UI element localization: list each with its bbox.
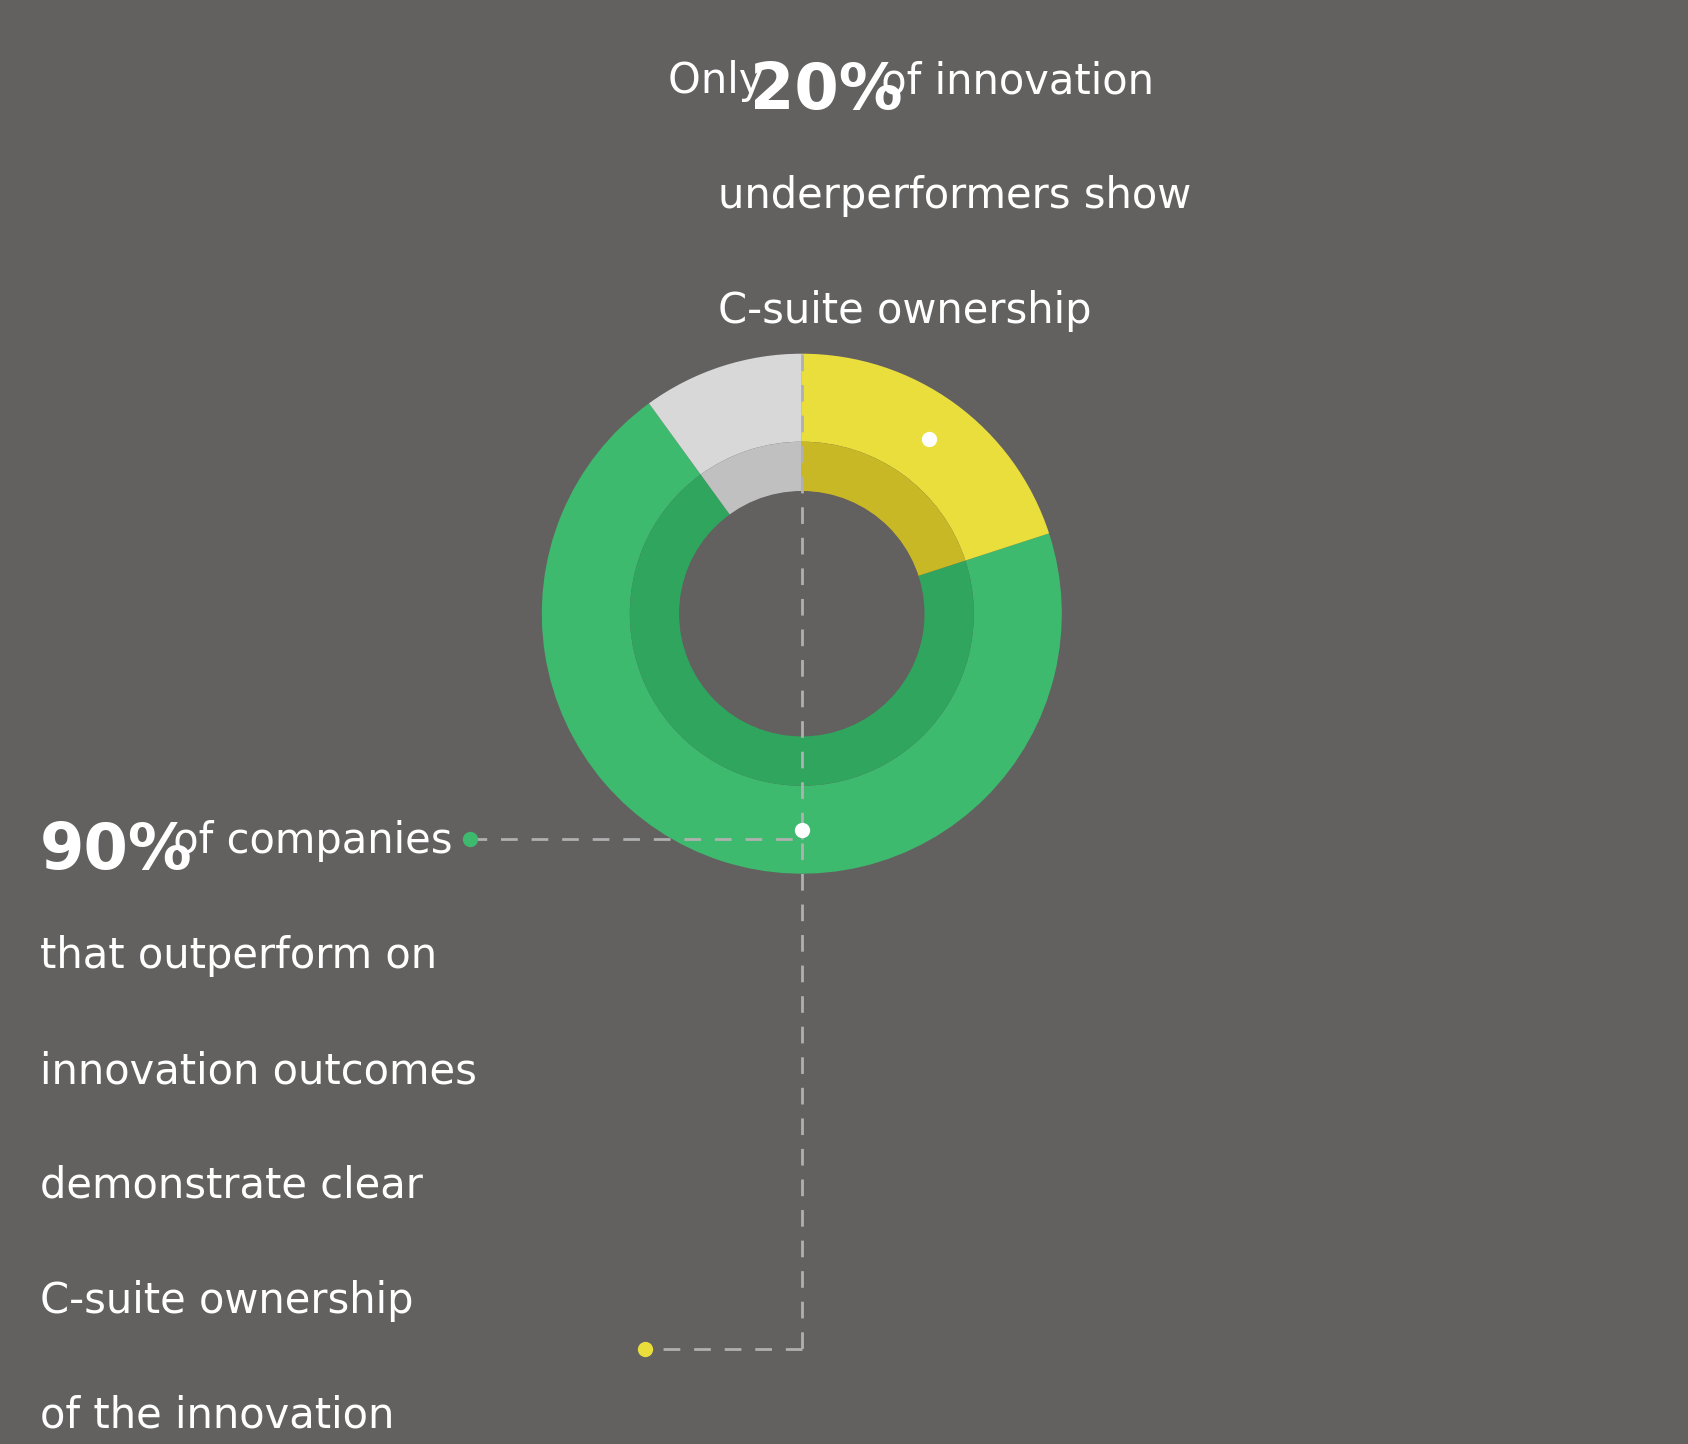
Text: Only: Only	[668, 61, 776, 103]
Text: C-suite ownership: C-suite ownership	[717, 290, 1092, 332]
Wedge shape	[802, 354, 1048, 560]
Text: of innovation: of innovation	[868, 61, 1155, 103]
Text: demonstrate clear: demonstrate clear	[41, 1165, 424, 1207]
Text: of the innovation: of the innovation	[41, 1395, 395, 1437]
Text: C-suite ownership: C-suite ownership	[41, 1279, 414, 1323]
Wedge shape	[701, 442, 802, 516]
Text: 20%: 20%	[749, 61, 903, 121]
Text: innovation outcomes: innovation outcomes	[41, 1050, 478, 1092]
Text: underperformers show: underperformers show	[717, 175, 1192, 217]
Text: that outperform on: that outperform on	[41, 936, 437, 978]
Text: 90%: 90%	[41, 820, 192, 882]
Circle shape	[680, 492, 923, 735]
Wedge shape	[648, 354, 802, 475]
Wedge shape	[630, 475, 974, 786]
Text: of companies: of companies	[160, 820, 452, 862]
Wedge shape	[802, 442, 966, 576]
Wedge shape	[542, 403, 1062, 874]
